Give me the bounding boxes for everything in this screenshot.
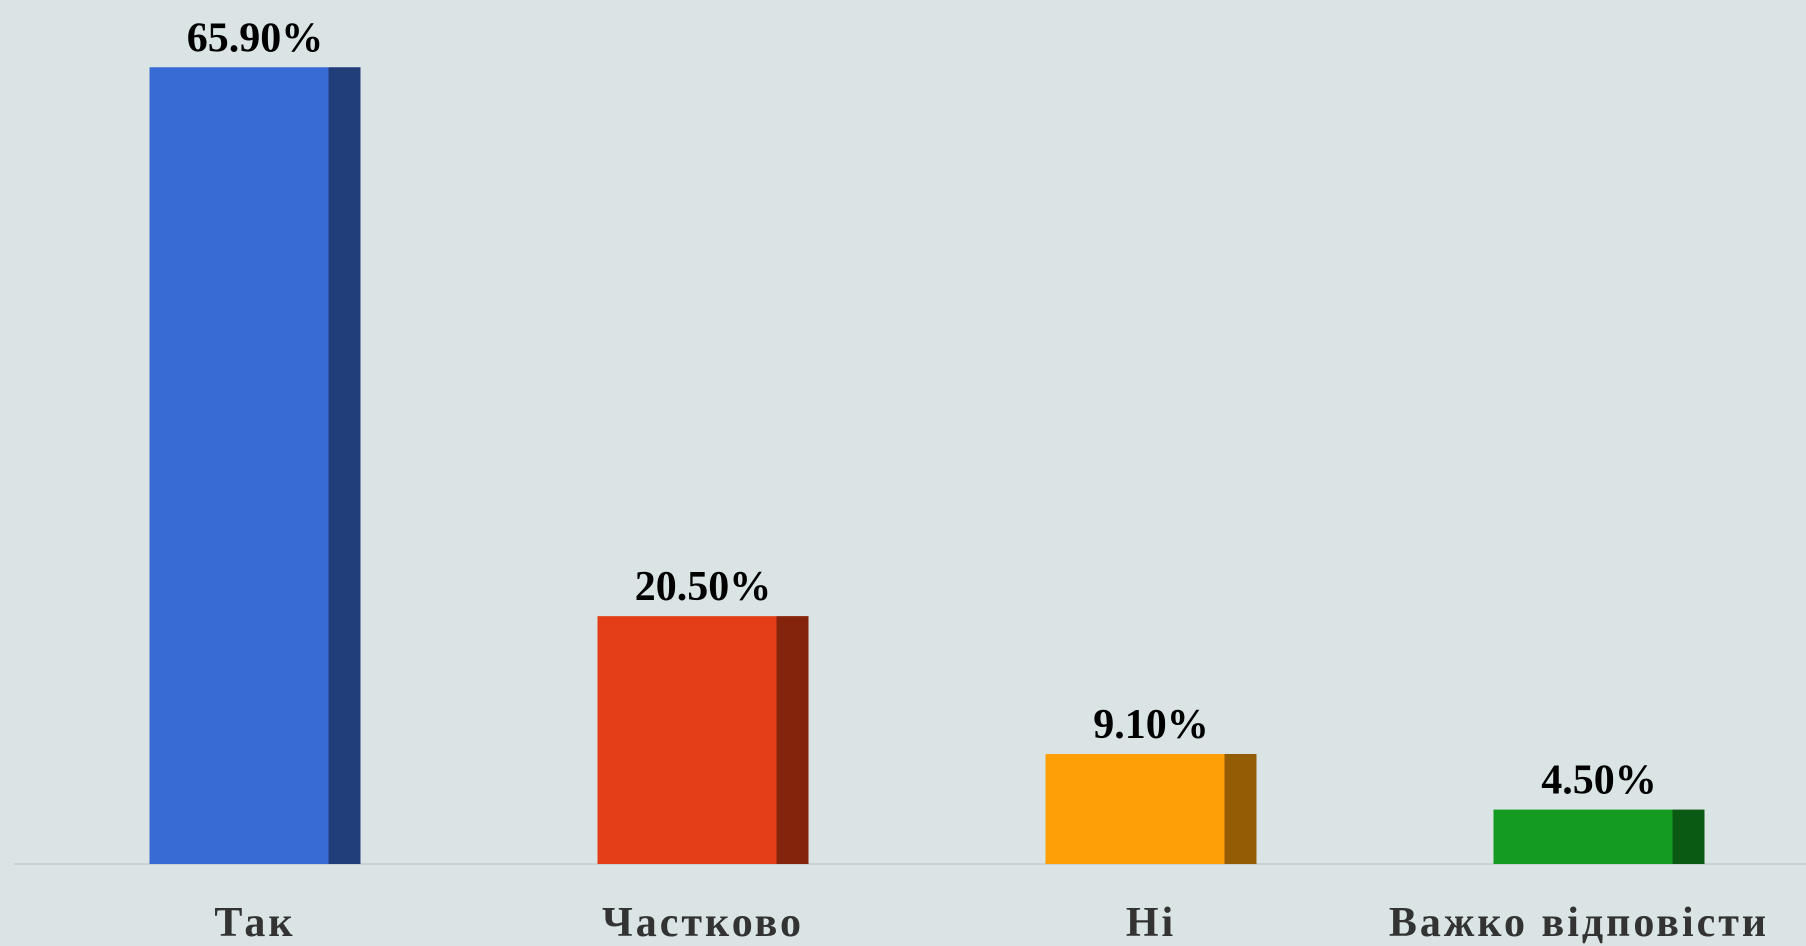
bar [597, 616, 809, 864]
bar-side [1672, 809, 1705, 864]
bar-side [328, 67, 361, 865]
value-label: 9.10% [1093, 702, 1209, 748]
bar-side [776, 616, 809, 864]
bar [1045, 753, 1257, 864]
bar-side [1224, 753, 1257, 864]
value-label: 20.50% [635, 564, 772, 610]
x-tick-label: Важко відповісти [1389, 900, 1769, 946]
bar [1493, 809, 1705, 864]
value-label: 65.90% [187, 15, 324, 61]
bar [149, 67, 361, 865]
x-tick-label: Частково [602, 900, 804, 946]
x-tick-label: Ні [1126, 900, 1176, 946]
x-tick-label: Так [214, 900, 295, 946]
value-label: 4.50% [1541, 758, 1657, 804]
